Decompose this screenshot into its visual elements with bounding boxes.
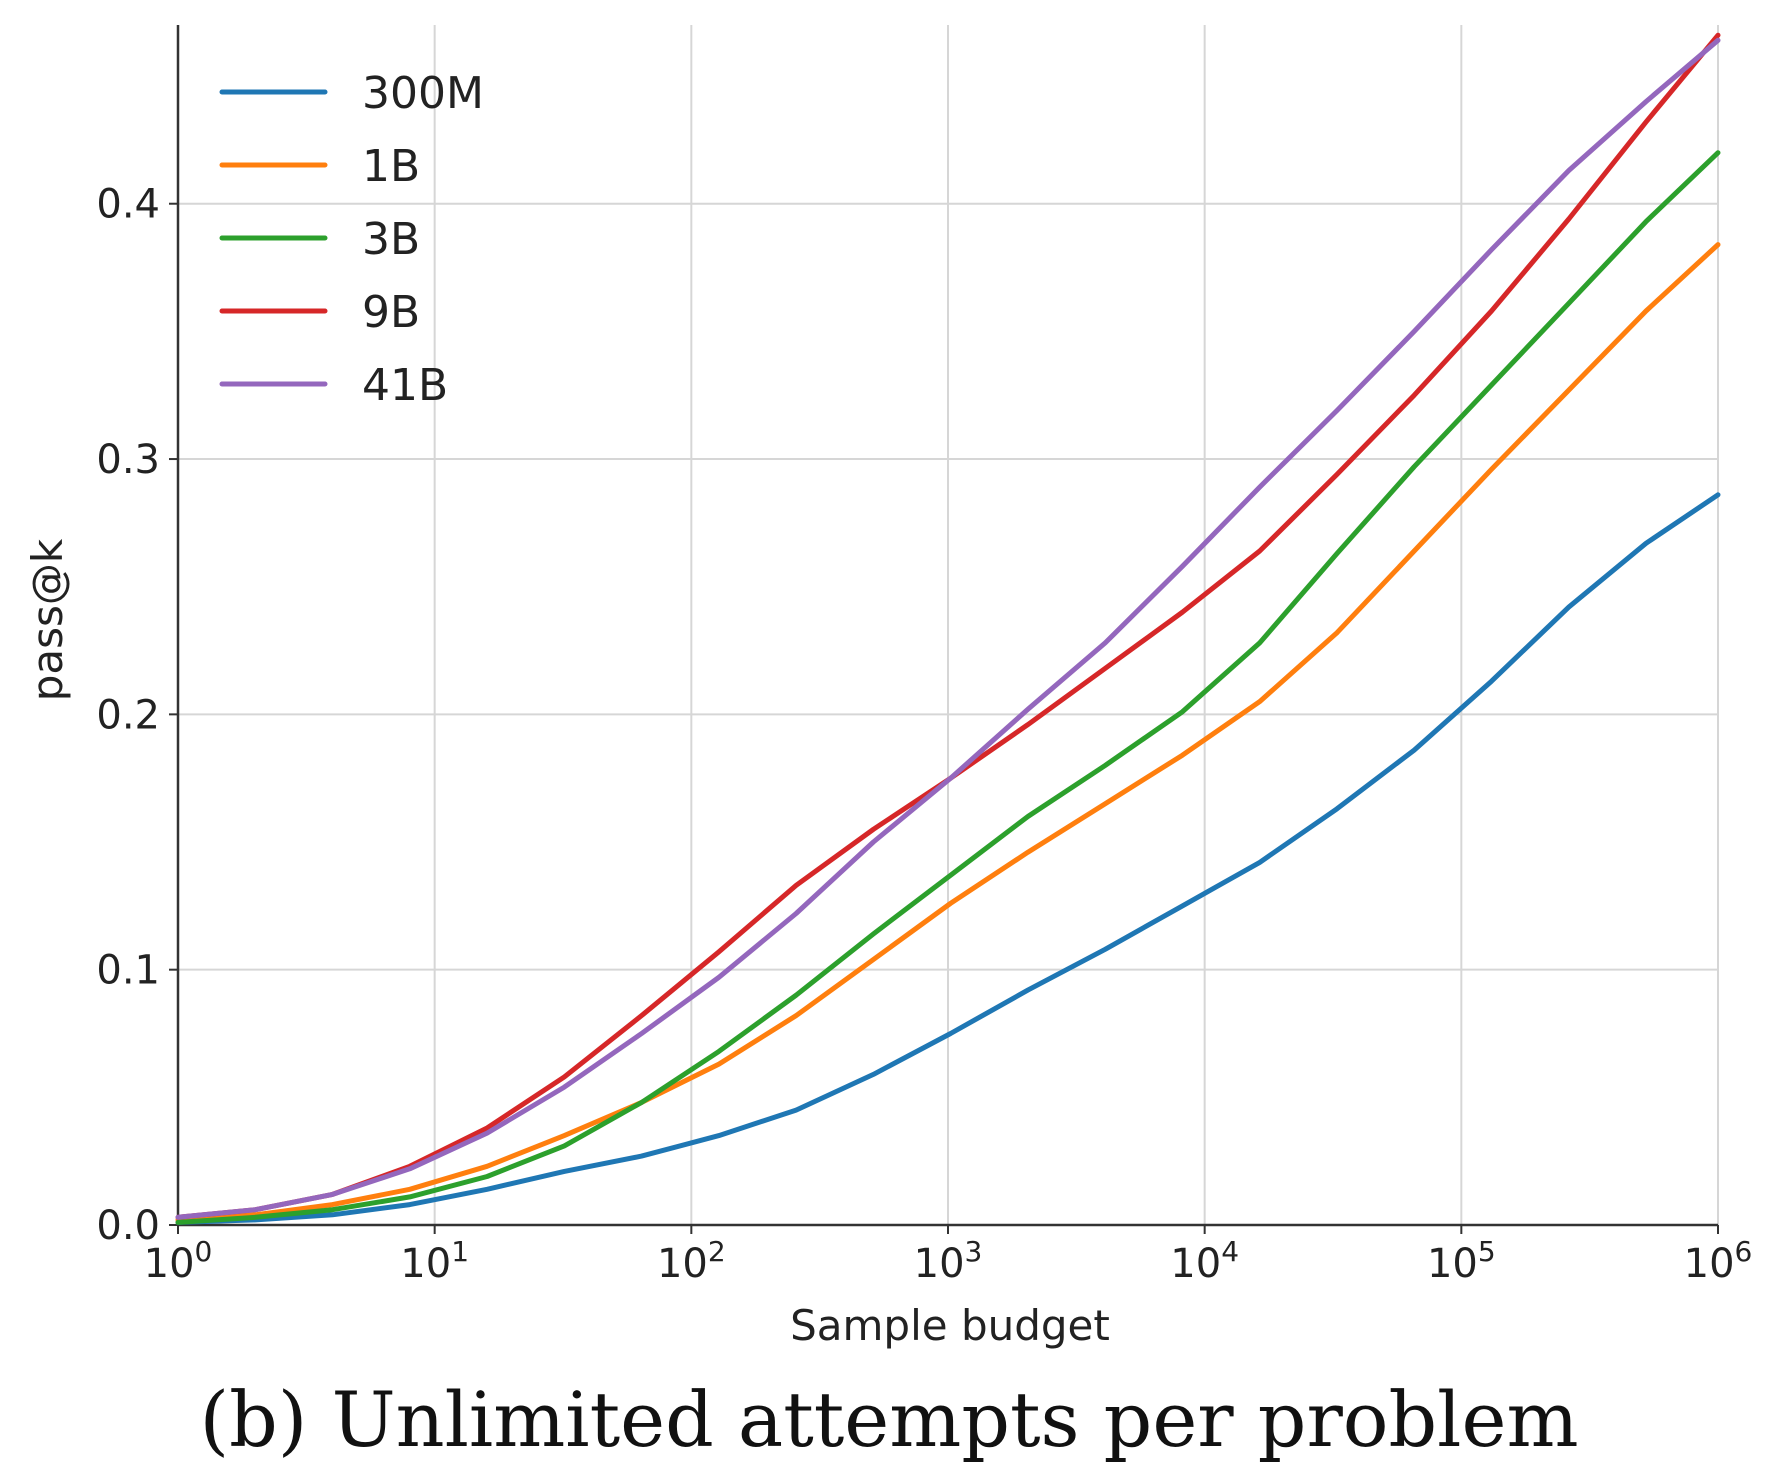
x-tick-labels: 100 101 102 103 104 105 106 (144, 1235, 1753, 1287)
y-tick-label: 0.4 (96, 182, 160, 228)
x-tick-label: 101 (400, 1235, 469, 1287)
series-lines (175, 32, 1721, 1225)
axes (169, 25, 1719, 1234)
series-line-300m (175, 492, 1721, 1225)
legend-label: 3B (362, 214, 420, 265)
y-tick-label: 0.1 (96, 948, 160, 994)
y-tick-labels: 0.0 0.1 0.2 0.3 0.4 (96, 182, 160, 1249)
y-axis-label: pass@k (23, 538, 72, 701)
legend-label: 9B (362, 287, 420, 338)
y-tick-label: 0.3 (96, 437, 160, 483)
legend-label: 1B (362, 141, 420, 192)
legend-label: 41B (362, 360, 448, 411)
figure-caption: (b) Unlimited attempts per problem (199, 1375, 1579, 1464)
y-tick-label: 0.2 (96, 692, 160, 738)
legend: 300M 1B 3B 9B 41B (219, 68, 484, 411)
legend-label: 300M (362, 68, 484, 119)
x-tick-label: 100 (144, 1235, 213, 1287)
x-tick-label: 105 (1427, 1235, 1496, 1287)
y-tick-label: 0.0 (96, 1203, 160, 1249)
x-tick-label: 106 (1684, 1235, 1753, 1287)
series-line-3b (175, 150, 1721, 1225)
x-tick-label: 102 (657, 1235, 726, 1287)
series-line-41b (175, 37, 1721, 1220)
x-tick-label: 104 (1170, 1235, 1239, 1287)
grid (177, 25, 1719, 1226)
x-tick-label: 103 (914, 1235, 983, 1287)
x-axis-label: Sample budget (790, 1301, 1110, 1350)
series-line-1b (175, 242, 1721, 1223)
